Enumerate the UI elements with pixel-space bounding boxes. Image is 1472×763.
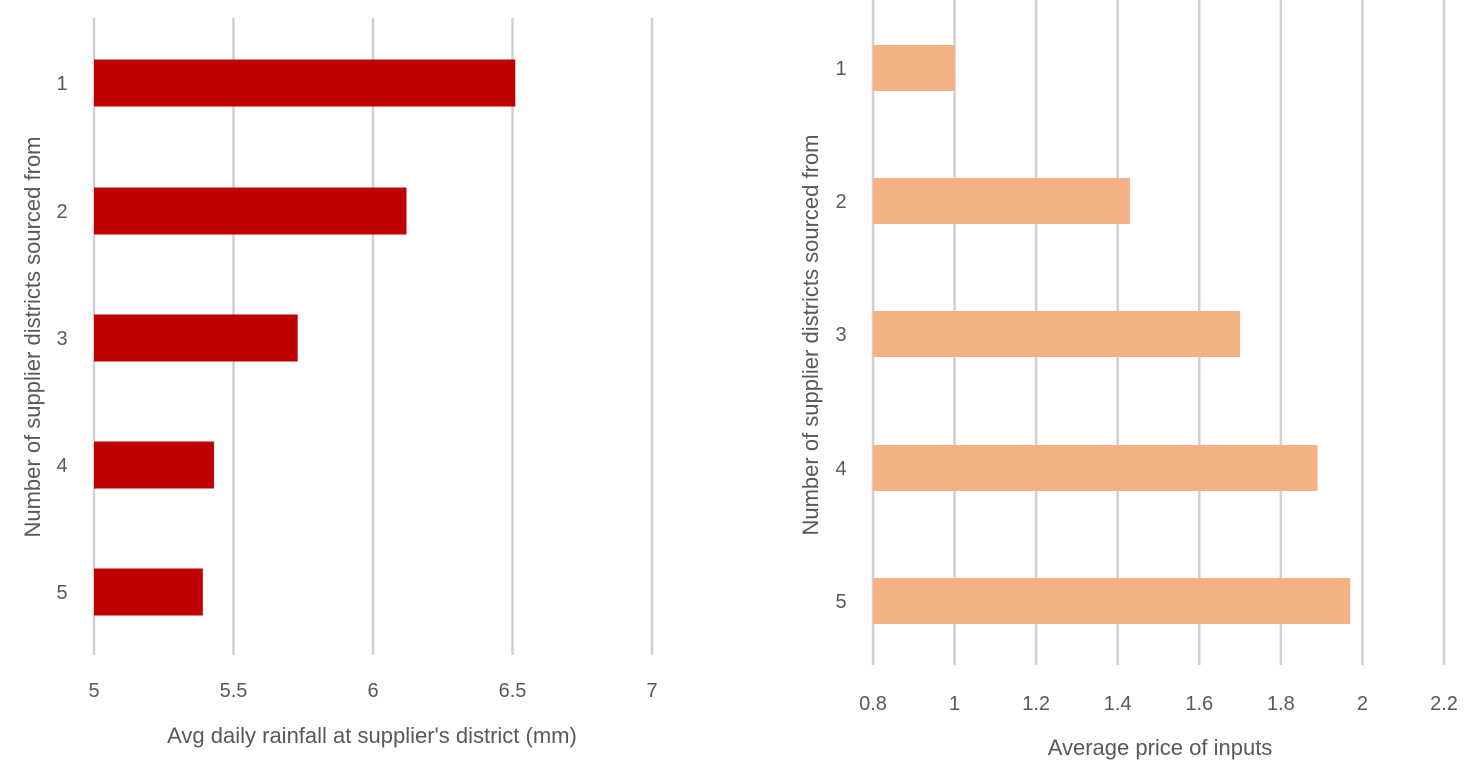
bar-1 [94, 59, 516, 107]
x-tick-label: 5 [88, 680, 99, 702]
x-tick-label: 1 [949, 693, 960, 715]
bar-3 [94, 314, 298, 362]
y-tick-label: 4 [835, 458, 846, 480]
x-tick-label: 5.5 [220, 680, 248, 702]
x-tick-label: 1.6 [1185, 693, 1213, 715]
bar-5 [94, 568, 203, 616]
x-tick-label: 7 [646, 680, 657, 702]
y-tick-label: 5 [56, 582, 67, 604]
y-tick-label: 2 [835, 191, 846, 213]
chart-2: 0.8 1 1.2 1.4 1.6 1.8 2 2.2 1 2 3 4 5 Average price o… [798, 0, 1458, 760]
bar-2 [873, 178, 1130, 224]
x-tick-label: 1.2 [1022, 693, 1050, 715]
bar-3 [873, 311, 1241, 357]
x-tick-label: 1.4 [1104, 693, 1132, 715]
bar-4 [94, 441, 214, 489]
x-tick-label: 1.8 [1267, 693, 1295, 715]
x-tick-label: 6.5 [499, 680, 527, 702]
x-tick-label: 2 [1357, 693, 1368, 715]
y-tick-label: 4 [56, 455, 67, 477]
y-axis-title: Number of supplier districts sourced fro… [20, 136, 45, 537]
y-tick-label: 1 [56, 73, 67, 95]
y-tick-label: 3 [56, 328, 67, 350]
y-tick-label: 2 [56, 201, 67, 223]
y-tick-label: 5 [835, 591, 846, 613]
x-axis-title: Avg daily rainfall at supplier's distric… [167, 723, 577, 748]
y-axis-title: Number of supplier districts sourced fro… [798, 134, 823, 535]
bar-5 [873, 578, 1351, 624]
x-tick-label: 6 [367, 680, 378, 702]
bar-2 [94, 187, 407, 235]
y-tick-label: 3 [835, 324, 846, 346]
bar-1 [873, 45, 955, 91]
x-tick-label: 2.2 [1430, 693, 1458, 715]
x-tick-label: 0.8 [859, 693, 887, 715]
bar-4 [873, 445, 1318, 491]
y-tick-label: 1 [835, 58, 846, 80]
chart-1: 5 5.5 6 6.5 7 1 2 3 4 5 Avg daily rainfall at supp… [20, 18, 658, 748]
x-axis-title: Average price of inputs [1048, 735, 1273, 760]
